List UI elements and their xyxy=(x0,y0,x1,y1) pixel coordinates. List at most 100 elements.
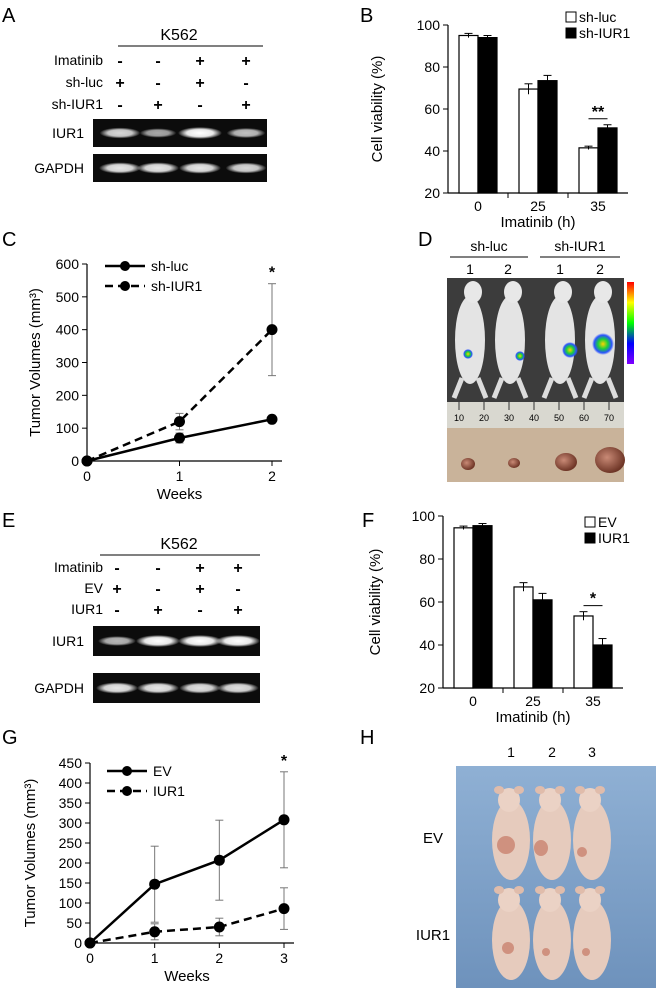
x-tick-label: 25 xyxy=(525,693,541,709)
mouse-ear xyxy=(555,786,565,794)
x-tick-label: 2 xyxy=(215,950,223,966)
y-axis-label: Cell viability (%) xyxy=(367,549,384,656)
mouse-ear xyxy=(555,886,565,894)
gel-band xyxy=(217,682,259,694)
y-tick-label: 60 xyxy=(419,594,435,610)
gel-band xyxy=(178,162,222,174)
treatment-mark: + xyxy=(195,75,204,92)
line-chart-g: 0 50 100 150 200 250 300 350 400 450 0 1 2 3 * Weeks Tum… xyxy=(22,753,294,985)
y-axis-label: Cell viability (%) xyxy=(369,56,386,163)
y-tick-label: 600 xyxy=(56,256,80,272)
gel-band xyxy=(226,127,266,139)
significance-marker: ** xyxy=(592,104,605,121)
bar xyxy=(597,127,618,194)
cell-line-label: K562 xyxy=(160,536,197,553)
x-axis-label: Weeks xyxy=(164,968,210,985)
treatment-label: IUR1 xyxy=(71,601,103,617)
data-point xyxy=(266,324,278,336)
tumor xyxy=(577,847,587,857)
mouse-ear xyxy=(595,786,605,794)
gel-band xyxy=(216,635,260,647)
treatment-mark: - xyxy=(155,581,160,598)
ruler-tick-label: 20 xyxy=(479,413,489,423)
excised-tumor-tray xyxy=(447,428,624,482)
mouse-body xyxy=(573,900,611,980)
y-tick-label: 100 xyxy=(412,508,436,524)
mouse-body xyxy=(573,800,611,880)
x-tick-label: 1 xyxy=(176,468,184,484)
data-point xyxy=(174,432,185,444)
treatment-mark: - xyxy=(114,602,119,619)
legend-marker xyxy=(120,261,130,271)
mouse-ear xyxy=(595,886,605,894)
treatment-mark: - xyxy=(117,97,122,114)
y-tick-label: 100 xyxy=(59,895,83,911)
x-tick-label: 25 xyxy=(530,198,546,214)
x-tick-label: 0 xyxy=(469,693,477,709)
mouse-leg xyxy=(451,377,465,399)
group-labels: sh-luc 1 2 sh-IUR1 1 2 xyxy=(450,238,620,277)
ruler-tick-label: 40 xyxy=(529,413,539,423)
y-tick-label: 0 xyxy=(71,453,79,469)
tumor xyxy=(534,840,548,856)
y-axis-label: Tumor Volumes (mm³) xyxy=(22,779,39,928)
treatment-mark: + xyxy=(195,581,204,598)
y-tick-label: 60 xyxy=(424,101,440,117)
x-tick-label: 1 xyxy=(151,950,159,966)
tumor xyxy=(502,942,514,954)
treatment-label: sh-IUR1 xyxy=(52,96,104,112)
mouse-head xyxy=(498,788,520,812)
x-axis-label: Weeks xyxy=(157,486,203,503)
blot-label: GAPDH xyxy=(34,680,84,696)
ruler xyxy=(447,402,624,428)
panel-letter-f: F xyxy=(362,510,374,532)
y-tick-label: 200 xyxy=(56,387,80,403)
panel-letter-e: E xyxy=(2,510,15,532)
data-point xyxy=(84,937,96,949)
x-axis-label: Imatinib (h) xyxy=(495,709,570,726)
series-line xyxy=(86,328,273,463)
imaging-photo-d: 10 20 30 40 50 60 70 sh-luc 1 2 sh-IUR1 1 2 xyxy=(447,238,634,482)
mouse-body xyxy=(533,900,571,980)
y-tick-label: 100 xyxy=(56,420,80,436)
data-point xyxy=(213,854,225,866)
treatment-mark: - xyxy=(197,602,202,619)
bar xyxy=(513,586,534,689)
ruler-tick-label: 50 xyxy=(554,413,564,423)
legend-label: sh-IUR1 xyxy=(151,278,203,294)
mouse-head xyxy=(539,888,561,912)
bar-chart-f: 20 40 60 80 100 0 25 35 * Imatinib (h) Cell viabil… xyxy=(367,508,630,726)
legend-label: IUR1 xyxy=(598,530,630,546)
gel-band xyxy=(178,127,222,139)
tumor xyxy=(555,453,577,471)
bar xyxy=(472,525,493,689)
tumor xyxy=(461,458,475,470)
panel-letter-g: G xyxy=(2,727,18,749)
legend-marker xyxy=(122,766,132,776)
significance-marker: * xyxy=(590,591,597,608)
treatment-mark: + xyxy=(153,97,162,114)
y-tick-label: 50 xyxy=(66,915,82,931)
blot-label: GAPDH xyxy=(34,160,84,176)
gel-band xyxy=(178,635,222,647)
mouse-head xyxy=(464,281,482,303)
luminescence-signal xyxy=(592,333,614,355)
mouse-body xyxy=(533,800,571,880)
x-tick-label: 0 xyxy=(474,198,482,214)
mouse-head xyxy=(579,788,601,812)
row-label: EV xyxy=(423,830,443,847)
treatment-mark: - xyxy=(155,75,160,92)
treatment-mark: + xyxy=(195,53,204,70)
mouse-ear xyxy=(494,886,504,894)
series-line xyxy=(89,818,285,944)
treatment-label: Imatinib xyxy=(54,559,103,575)
treatment-label: Imatinib xyxy=(54,52,103,68)
legend-label: sh-IUR1 xyxy=(579,25,631,41)
y-tick-label: 20 xyxy=(424,185,440,201)
tumor xyxy=(595,447,625,473)
treatment-mark: - xyxy=(243,75,248,92)
bar xyxy=(458,34,479,194)
